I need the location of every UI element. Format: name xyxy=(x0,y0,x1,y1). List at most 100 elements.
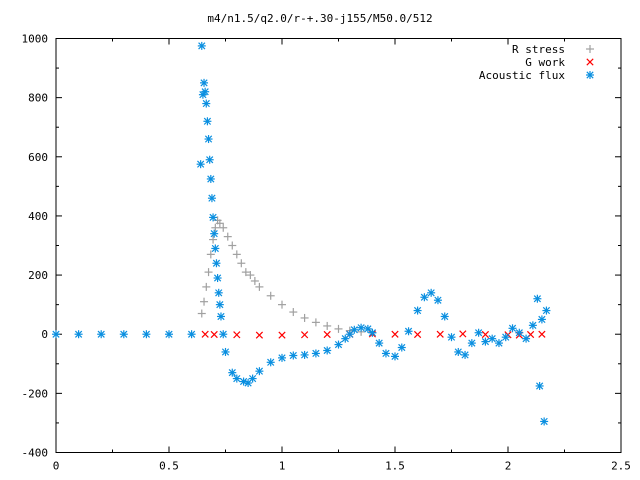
x-tick-label: 0.5 xyxy=(159,460,179,473)
data-point xyxy=(391,352,399,361)
data-point xyxy=(537,315,546,324)
data-point xyxy=(200,78,209,87)
data-point xyxy=(488,334,497,343)
data-point xyxy=(300,313,309,322)
data-point xyxy=(210,229,219,238)
data-point xyxy=(204,135,213,144)
data-point xyxy=(201,330,209,338)
data-point xyxy=(481,337,490,346)
data-point xyxy=(197,309,206,318)
data-point xyxy=(211,223,220,232)
data-point xyxy=(508,324,517,333)
data-point xyxy=(165,330,173,339)
data-point xyxy=(404,327,413,336)
data-point xyxy=(535,381,544,390)
x-tick-label: 2.5 xyxy=(611,460,631,473)
data-point xyxy=(323,330,331,339)
data-point xyxy=(203,117,212,126)
data-point xyxy=(334,324,343,333)
x-tick-label: 2 xyxy=(505,460,512,473)
data-point xyxy=(215,219,224,228)
data-point xyxy=(221,347,230,356)
data-point xyxy=(375,339,384,348)
x-tick-label: 0 xyxy=(53,460,60,473)
data-point xyxy=(311,318,320,327)
data-point xyxy=(206,250,215,259)
data-point xyxy=(211,244,220,253)
y-tick-label: 1000 xyxy=(22,33,49,46)
data-point xyxy=(216,312,225,321)
data-point xyxy=(413,306,422,315)
data-point xyxy=(209,213,218,222)
data-point xyxy=(522,334,531,343)
data-point xyxy=(323,321,332,330)
data-point xyxy=(244,379,253,388)
data-point xyxy=(481,330,490,339)
data-point xyxy=(232,250,241,259)
y-tick-label: 800 xyxy=(28,92,48,105)
data-point xyxy=(187,330,196,339)
data-point xyxy=(74,330,83,339)
data-point xyxy=(202,99,211,108)
data-point xyxy=(381,349,390,358)
legend-label: G work xyxy=(525,56,565,69)
data-point xyxy=(210,330,218,339)
data-point xyxy=(207,194,216,203)
data-point xyxy=(540,417,549,426)
data-point xyxy=(447,333,456,342)
data-point xyxy=(542,306,551,315)
data-point xyxy=(528,321,537,330)
legend-label: R stress xyxy=(512,43,565,56)
data-point xyxy=(278,331,286,339)
data-point xyxy=(515,328,524,337)
data-point xyxy=(212,259,221,268)
y-tick-label: -400 xyxy=(22,447,49,460)
data-point xyxy=(413,330,422,339)
data-point xyxy=(197,41,206,50)
legend-marker xyxy=(586,58,594,66)
data-point xyxy=(202,282,211,291)
data-point xyxy=(278,300,286,309)
data-point xyxy=(300,331,309,339)
data-point xyxy=(474,328,483,337)
data-point xyxy=(223,232,232,241)
x-tick-label: 1.5 xyxy=(385,460,405,473)
data-point xyxy=(533,294,542,303)
data-point xyxy=(397,343,406,352)
data-point xyxy=(52,330,60,339)
y-tick-label: -200 xyxy=(22,387,49,400)
data-point xyxy=(467,339,476,348)
y-tick-label: 0 xyxy=(41,328,48,341)
chart-title: m4/n1.5/q2.0/r-+.30-j155/M50.0/512 xyxy=(207,12,432,25)
series-acoustic-flux xyxy=(52,41,551,426)
data-point xyxy=(494,339,503,348)
data-point xyxy=(255,331,264,339)
data-point xyxy=(201,87,210,96)
legend-label: Acoustic flux xyxy=(479,69,565,82)
data-point xyxy=(232,374,241,383)
data-point xyxy=(215,300,224,309)
y-tick-label: 400 xyxy=(28,210,48,223)
data-point xyxy=(391,330,399,338)
data-point xyxy=(289,351,298,360)
data-point xyxy=(454,347,463,356)
data-point xyxy=(255,282,264,291)
data-point xyxy=(228,241,237,250)
series-r-stress xyxy=(197,216,377,337)
data-point xyxy=(427,288,436,297)
data-point xyxy=(248,374,257,383)
data-point xyxy=(246,271,255,280)
data-point xyxy=(228,368,237,377)
data-point xyxy=(300,350,309,359)
data-point xyxy=(501,333,510,342)
data-point xyxy=(266,291,275,300)
data-point xyxy=(206,174,215,183)
data-point xyxy=(233,331,241,339)
data-point xyxy=(196,160,205,169)
y-tick-label: 600 xyxy=(28,151,48,164)
legend-marker xyxy=(586,45,594,53)
data-point xyxy=(323,346,332,355)
data-point xyxy=(440,312,449,321)
